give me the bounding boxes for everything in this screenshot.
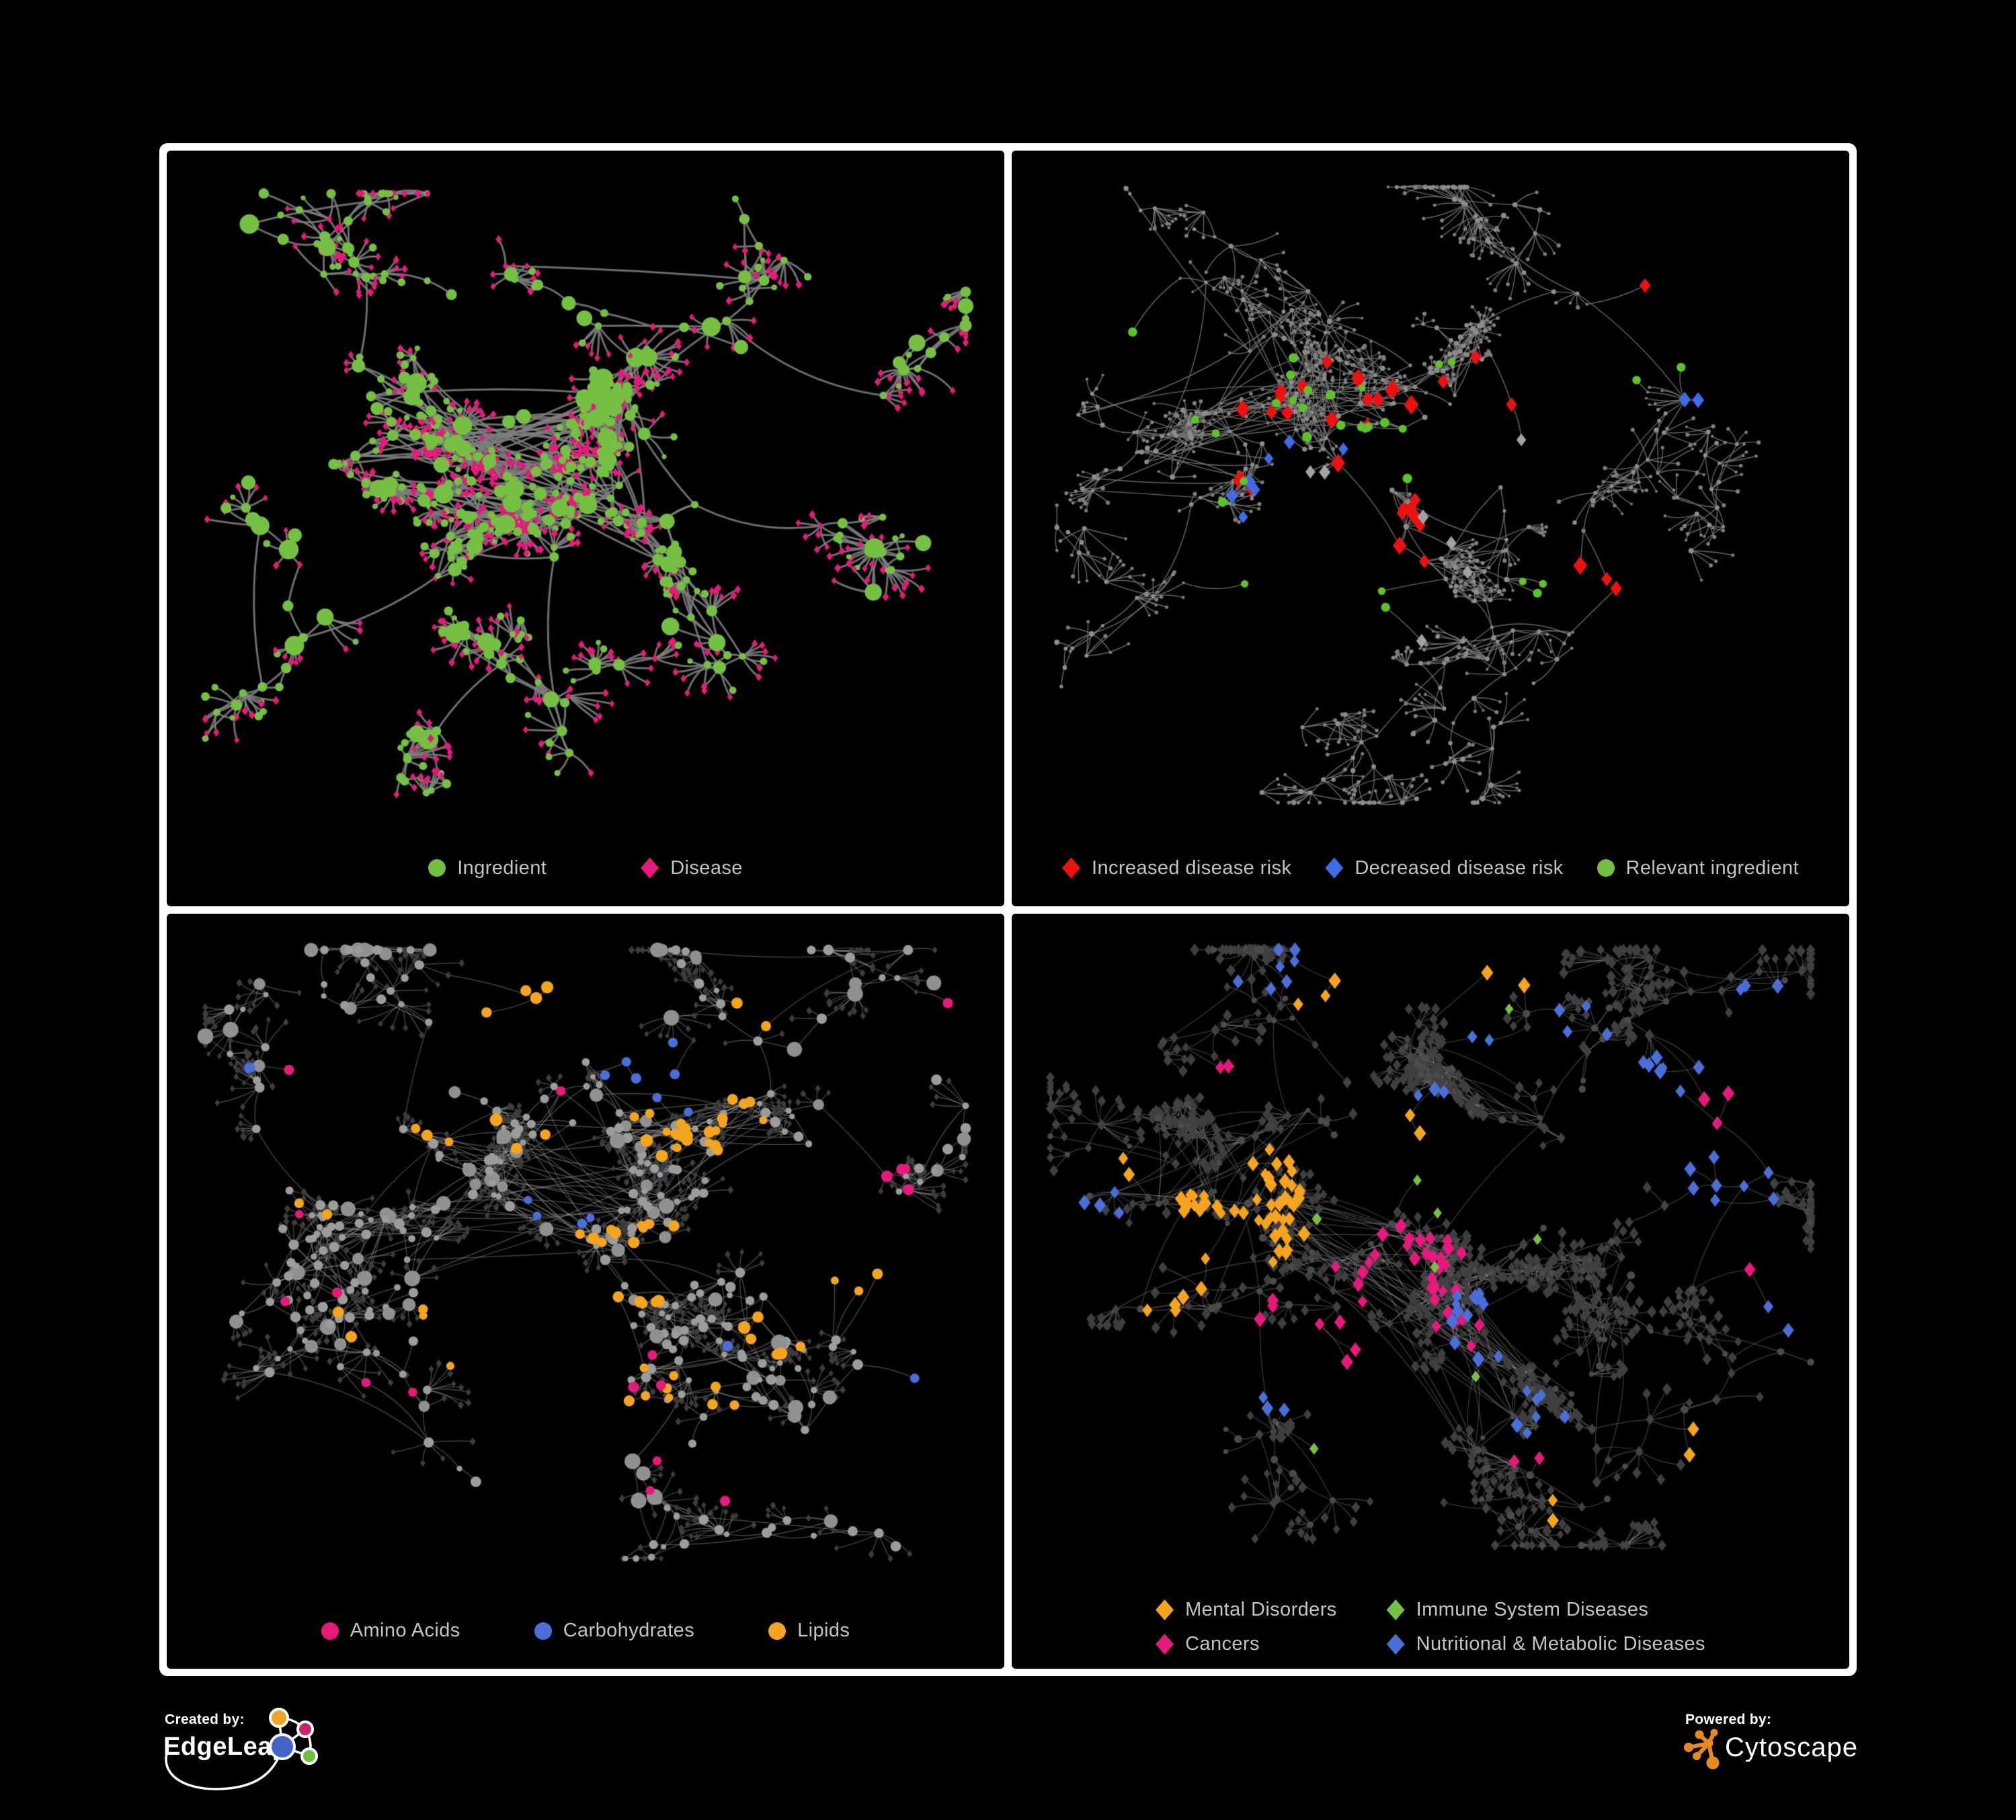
immune-system-diseases-marker-icon (1386, 1599, 1405, 1620)
legend-ingredient-disease: Ingredient Disease (167, 857, 1004, 879)
legend-item-ingredient: Ingredient (428, 857, 547, 879)
legend-item-nutritional-metabolic-diseases: Nutritional & Metabolic Diseases (1386, 1633, 1705, 1655)
created-by-caption: Created by: (165, 1712, 245, 1727)
legend-item-immune-system-diseases: Immune System Diseases (1386, 1599, 1705, 1621)
ingredient-marker-icon (428, 859, 446, 877)
legend-item-amino-acids: Amino Acids (321, 1620, 460, 1642)
nutrient-class-network-canvas (167, 913, 1004, 1669)
relevant-ingredient-marker-icon (1597, 859, 1615, 877)
legend-item-relevant-ingredient: Relevant ingredient (1597, 857, 1799, 879)
edgeleap-brand-text: EdgeLeap (163, 1733, 288, 1761)
panel-ingredient-disease-network: Ingredient Disease (167, 151, 1004, 906)
legend-disease-category: Mental Disorders Immune System Diseases … (1156, 1599, 1705, 1655)
panel-disease-risk-network: Increased disease risk Decreased disease… (1012, 151, 1849, 906)
disease-category-network-canvas (1012, 913, 1849, 1669)
legend-label: Cancers (1185, 1633, 1260, 1655)
cancers-marker-icon (1156, 1634, 1174, 1655)
ingredient-disease-network-canvas (167, 151, 1004, 906)
disease-risk-network-canvas (1012, 151, 1849, 906)
panel-nutrient-class-network: Amino Acids Carbohydrates Lipids (167, 913, 1004, 1669)
disease-marker-icon (641, 857, 659, 879)
legend-label: Decreased disease risk (1355, 857, 1564, 879)
edgeleap-logo-icon (165, 1708, 318, 1790)
legend-label: Disease (670, 857, 743, 879)
legend-label: Increased disease risk (1091, 857, 1292, 879)
increased-risk-marker-icon (1061, 857, 1080, 879)
legend-item-carbohydrates: Carbohydrates (534, 1620, 694, 1642)
panel-grid: Ingredient Disease Increased disease ris… (159, 143, 1857, 1676)
legend-item-increased-risk: Increased disease risk (1061, 857, 1292, 879)
carbohydrates-marker-icon (534, 1622, 552, 1640)
legend-item-cancers: Cancers (1156, 1633, 1337, 1655)
cytoscape-logo-icon (1684, 1729, 1720, 1770)
lipids-marker-icon (768, 1622, 787, 1640)
legend-disease-risk: Increased disease risk Decreased disease… (1012, 857, 1849, 879)
amino-acids-marker-icon (321, 1622, 339, 1640)
cytoscape-brand-text: Cytoscape (1725, 1733, 1858, 1762)
panel-disease-category-network: Mental Disorders Immune System Diseases … (1012, 913, 1849, 1669)
legend-item-disease: Disease (641, 857, 743, 879)
mental-disorders-marker-icon (1156, 1599, 1174, 1620)
legend-label: Ingredient (457, 857, 547, 879)
legend-item-decreased-risk: Decreased disease risk (1325, 857, 1563, 879)
legend-label: Relevant ingredient (1625, 857, 1800, 879)
legend-label: Amino Acids (350, 1620, 460, 1641)
legend-label: Immune System Diseases (1416, 1599, 1649, 1620)
decreased-risk-marker-icon (1325, 857, 1344, 879)
legend-item-lipids: Lipids (768, 1620, 850, 1642)
legend-label: Mental Disorders (1185, 1599, 1337, 1620)
legend-label: Lipids (797, 1620, 850, 1641)
legend-nutrient-class: Amino Acids Carbohydrates Lipids (167, 1620, 1004, 1642)
legend-label: Nutritional & Metabolic Diseases (1416, 1633, 1705, 1655)
legend-item-mental-disorders: Mental Disorders (1156, 1599, 1337, 1621)
powered-by-caption: Powered by: (1685, 1712, 1772, 1727)
legend-label: Carbohydrates (563, 1620, 695, 1641)
nutritional-metabolic-marker-icon (1386, 1634, 1405, 1655)
